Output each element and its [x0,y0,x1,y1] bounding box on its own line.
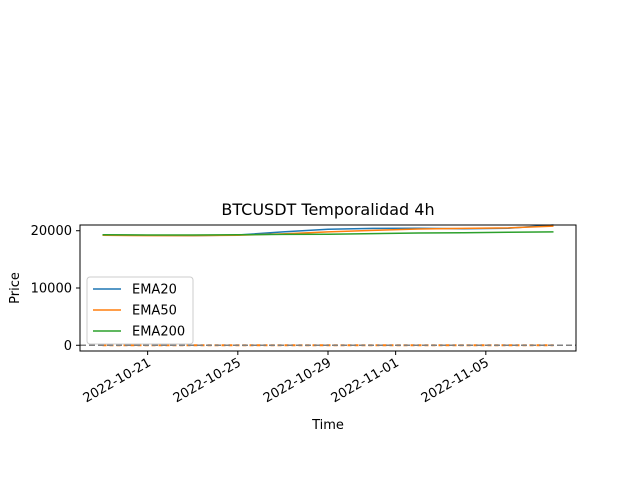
x-tick-label: 2022-11-05 [419,355,492,406]
y-axis: 0 10000 20000 [31,224,80,354]
y-tick-label: 0 [64,339,72,354]
legend-label: EMA200 [132,325,185,340]
legend-label: EMA20 [132,283,177,298]
legend-item-ema200: EMA200 [93,325,185,340]
x-axis: 2022-10-21 2022-10-25 2022-10-292022-11-01… [81,351,492,406]
chart-title: BTCUSDT Temporalidad 4h [221,200,434,219]
series-line-ema200 [102,231,554,236]
y-tick-label: 20000 [31,224,72,239]
legend-frame [86,276,194,345]
x-tick-label: 2022-11-01 [329,355,402,406]
legend: EMA20 EMA50 EMA200 [86,276,194,345]
x-tick-label: 2022-10-25 [171,355,244,406]
legend-label: EMA50 [132,304,177,319]
y-axis-label: Price [8,272,23,304]
x-tick-label: 2022-10-29 [261,355,334,406]
y-tick-label: 10000 [31,282,72,297]
legend-item-ema20: EMA20 [93,283,177,298]
x-axis-label: Time [311,418,344,433]
legend-item-ema50: EMA50 [93,304,177,319]
x-tick-label: 2022-10-21 [81,355,154,406]
